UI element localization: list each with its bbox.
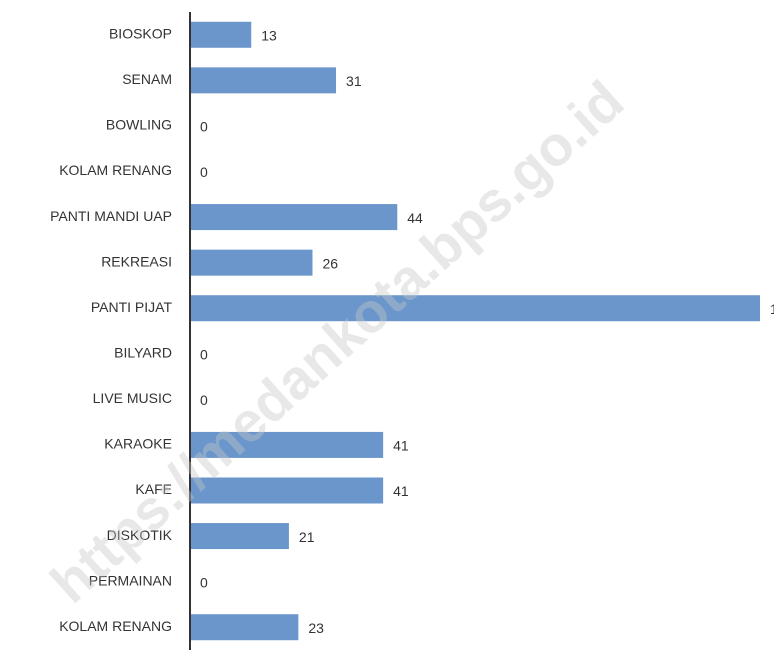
- category-label: KAFE: [135, 481, 172, 497]
- category-label: PANTI MANDI UAP: [50, 208, 172, 224]
- category-label: KOLAM RENANG: [59, 162, 172, 178]
- category-label: PANTI PIJAT: [91, 299, 173, 315]
- bar: [190, 614, 299, 641]
- bar: [190, 523, 289, 550]
- category-label: BIOSKOP: [109, 25, 172, 41]
- value-label: 0: [200, 119, 208, 135]
- category-label: KOLAM RENANG: [59, 618, 172, 634]
- value-label: 31: [346, 73, 362, 89]
- category-label: KARAOKE: [104, 436, 172, 452]
- watermark: https://medankota.bps.go.id: [38, 68, 635, 614]
- value-label: 41: [393, 483, 409, 499]
- category-label: REKREASI: [101, 253, 172, 269]
- value-label: 121: [770, 301, 774, 317]
- bar: [190, 477, 384, 504]
- value-label: 26: [322, 255, 338, 271]
- value-label: 0: [200, 392, 208, 408]
- category-label: PERMAINAN: [89, 572, 172, 588]
- bar: [190, 67, 337, 94]
- bar: [190, 295, 760, 322]
- category-label: SENAM: [122, 71, 172, 87]
- category-label: LIVE MUSIC: [93, 390, 172, 406]
- value-label: 0: [200, 164, 208, 180]
- value-label: 23: [308, 620, 324, 636]
- bar: [190, 21, 252, 48]
- category-label: DISKOTIK: [107, 527, 173, 543]
- category-label: BOWLING: [106, 117, 172, 133]
- category-label: BILYARD: [114, 344, 172, 360]
- value-label: 13: [261, 27, 277, 43]
- value-label: 44: [407, 210, 423, 226]
- value-label: 0: [200, 346, 208, 362]
- bar: [190, 204, 398, 231]
- value-label: 21: [299, 529, 315, 545]
- value-label: 41: [393, 438, 409, 454]
- bar: [190, 431, 384, 458]
- bar: [190, 249, 313, 276]
- value-label: 0: [200, 574, 208, 590]
